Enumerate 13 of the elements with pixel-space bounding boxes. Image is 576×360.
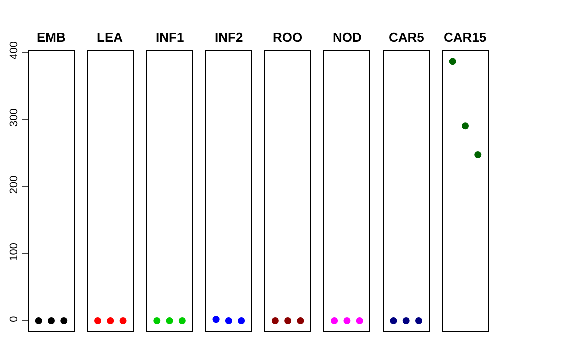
x-tick-label: CAR5: [389, 30, 424, 45]
x-tick-label: CAR15: [444, 30, 487, 45]
x-tick-label: ROO: [273, 30, 303, 45]
y-tick-label: 100: [8, 242, 21, 262]
y-tick-label: 200: [8, 176, 21, 194]
y-tick-label: 0: [8, 316, 21, 322]
x-tick-label: LEA: [97, 30, 124, 45]
x-tick-label: INF1: [156, 30, 184, 45]
y-tick-label: 300: [8, 108, 21, 127]
y-tick-label: 400: [8, 41, 21, 60]
x-tick-label: EMB: [37, 30, 66, 45]
x-tick-label: INF2: [215, 30, 244, 45]
x-tick-label: NOD: [333, 30, 362, 45]
